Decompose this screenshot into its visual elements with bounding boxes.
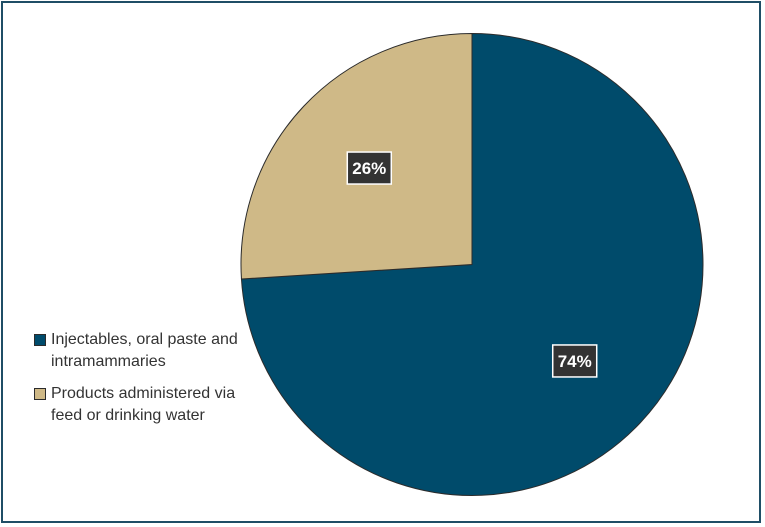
data-label-injectables: 74% [551,344,598,378]
data-label-box [551,344,598,378]
legend-item-feed-water: Products administered via feed or drinki… [34,383,244,427]
data-label-box [346,151,393,185]
legend-item-injectables: Injectables, oral paste and intramammari… [34,329,244,373]
legend-swatch-injectables [34,334,46,346]
legend-swatch-feed-water [34,388,46,400]
pie-slices [240,32,704,496]
data-label-text: 74% [558,352,592,371]
legend: Injectables, oral paste and intramammari… [34,329,244,437]
legend-label-injectables: Injectables, oral paste and intramammari… [51,331,238,370]
data-label-text: 26% [352,159,386,178]
pie-data-labels: 74% 26% [346,151,598,378]
data-label-feed-water: 26% [346,151,393,185]
legend-label-feed-water: Products administered via feed or drinki… [51,385,236,424]
